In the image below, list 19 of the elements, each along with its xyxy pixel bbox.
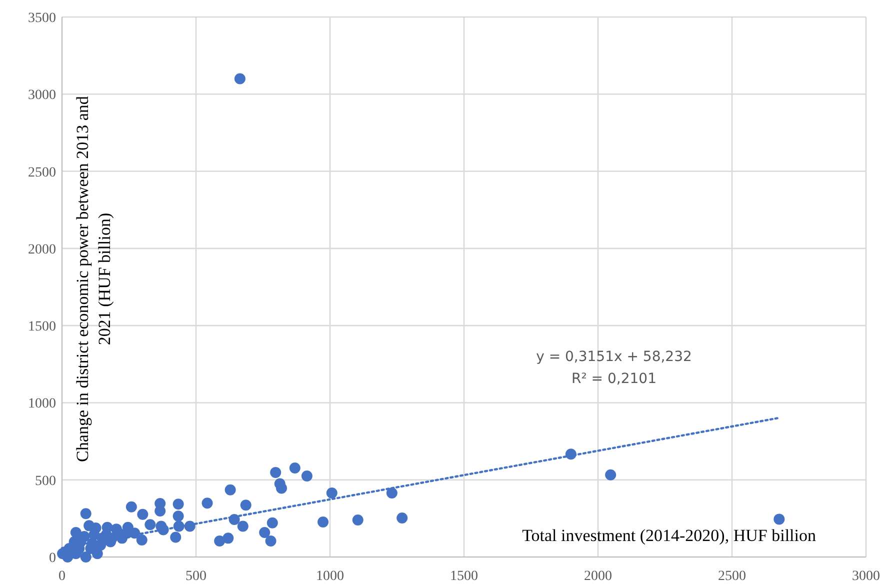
x-axis-title: Total investment (2014-2020), HUF billion: [522, 526, 816, 545]
y-tick-label: 3500: [28, 11, 56, 26]
x-tick-label: 1500: [450, 569, 478, 584]
y-tick-label: 0: [49, 551, 56, 566]
x-tick-label: 1000: [316, 569, 344, 584]
x-tick-label: 0: [58, 569, 66, 584]
x-tick-label: 3000: [852, 569, 880, 584]
x-tick-label: 2500: [718, 569, 746, 584]
y-tick-label: 500: [35, 474, 56, 489]
y-tick-label: 1500: [28, 320, 56, 335]
y-axis-title: Change in district economic power between 2013 and 2021 (HUF billion): [73, 96, 114, 462]
y-tick-label: 2000: [28, 242, 56, 258]
annotation: y = 0,3151x + 58,232: [536, 349, 692, 365]
y-tick-label: 2500: [28, 165, 56, 180]
y-tick-label: 3000: [28, 88, 56, 104]
x-tick-label: 2000: [584, 569, 612, 584]
y-tick-label: 1000: [28, 396, 56, 412]
x-tick-label: 500: [186, 569, 206, 584]
annotation: R² = 0,2101: [572, 371, 656, 387]
